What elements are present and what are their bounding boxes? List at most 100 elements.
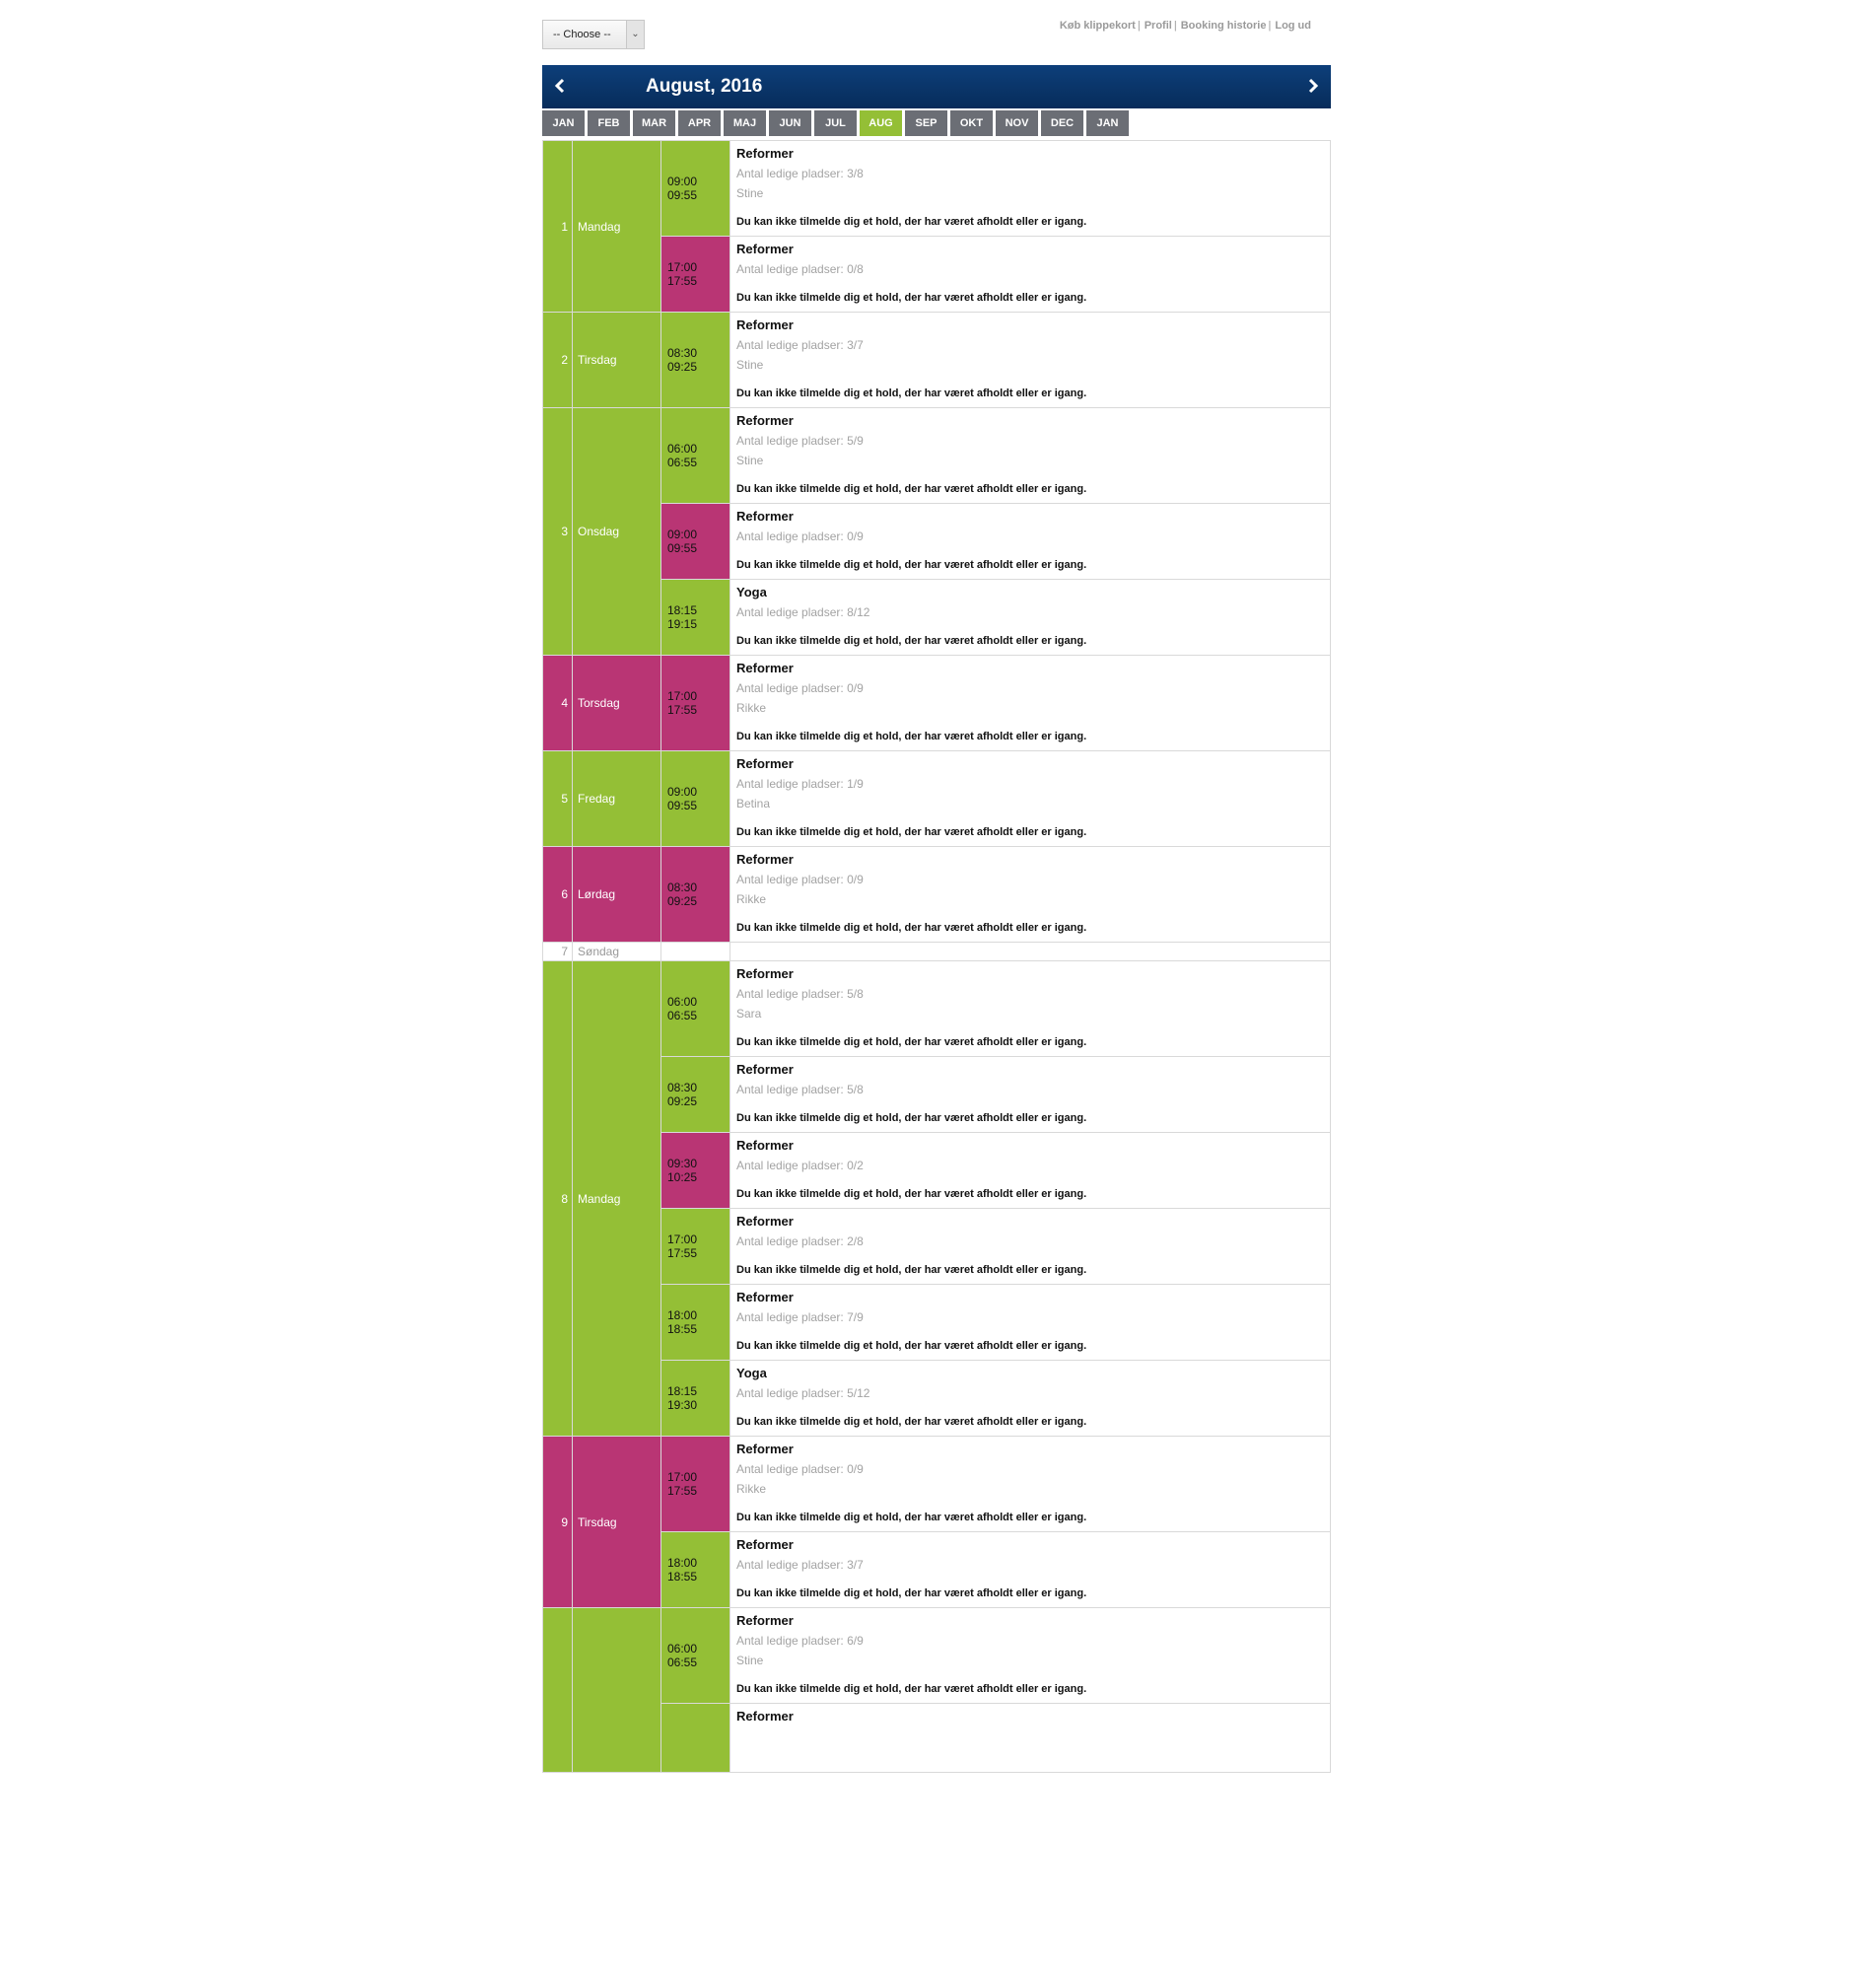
- session-info[interactable]: Reformer Antal ledige pladser: 6/9 Stine Du…: [730, 1607, 1331, 1704]
- day-number: 2: [542, 312, 573, 408]
- session-time[interactable]: 18:15 19:15: [660, 579, 730, 656]
- instructor-name: Rikke: [736, 892, 767, 906]
- tab-month[interactable]: MAR: [633, 110, 675, 136]
- available-spots: Antal ledige pladser: 0/9: [736, 873, 864, 886]
- tab-month[interactable]: JAN: [1086, 110, 1129, 136]
- chevron-down-icon: ⌄: [626, 21, 644, 48]
- tab-month[interactable]: SEP: [905, 110, 947, 136]
- session-time[interactable]: 17:00 17:55: [660, 1436, 730, 1532]
- session-time[interactable]: 06:00 06:55: [660, 960, 730, 1057]
- session-time[interactable]: 08:30 09:25: [660, 1056, 730, 1133]
- session-info[interactable]: Reformer: [730, 1703, 1331, 1773]
- session-time[interactable]: 09:00 09:55: [660, 750, 730, 847]
- tab-month[interactable]: MAJ: [724, 110, 766, 136]
- session-info[interactable]: Reformer Antal ledige pladser: 0/9 Rikke Du…: [730, 1436, 1331, 1532]
- session-start: 06:00: [667, 442, 698, 456]
- session-time[interactable]: 09:30 10:25: [660, 1132, 730, 1209]
- booking-note: Du kan ikke tilmelde dig et hold, der ha…: [736, 1587, 1087, 1599]
- class-name: Reformer: [736, 1442, 794, 1456]
- session-info[interactable]: Reformer Antal ledige pladser: 0/2 Du kan …: [730, 1132, 1331, 1209]
- session-info[interactable]: Reformer Antal ledige pladser: 3/8 Stine Du…: [730, 140, 1331, 237]
- session-row: 18:00 18:55 Reformer Antal ledige pladser: …: [543, 1531, 1331, 1608]
- session-time[interactable]: 08:30 09:25: [660, 312, 730, 408]
- prev-month-button[interactable]: [552, 76, 568, 96]
- session-info[interactable]: Reformer Antal ledige pladser: 3/7 Stine Du…: [730, 312, 1331, 408]
- booking-note: Du kan ikke tilmelde dig et hold, der ha…: [736, 387, 1087, 399]
- session-end: 17:55: [667, 274, 698, 288]
- tab-month[interactable]: FEB: [588, 110, 630, 136]
- instructor-name: Stine: [736, 1654, 764, 1667]
- session-info[interactable]: Reformer Antal ledige pladser: 3/7 Du kan …: [730, 1531, 1331, 1608]
- user-nav: Køb klippekort | Profil | Booking historie | L…: [1060, 20, 1311, 32]
- session-time[interactable]: 18:00 18:55: [660, 1531, 730, 1608]
- usernav-link[interactable]: Log ud: [1275, 20, 1311, 32]
- tab-month[interactable]: DEC: [1041, 110, 1083, 136]
- session-info[interactable]: Reformer Antal ledige pladser: 5/8 Du kan …: [730, 1056, 1331, 1133]
- usernav-link[interactable]: Profil: [1144, 20, 1172, 32]
- available-spots: Antal ledige pladser: 0/9: [736, 529, 864, 543]
- chevron-left-icon: [554, 78, 565, 94]
- next-month-button[interactable]: [1305, 76, 1321, 96]
- schedule-table: 1 Mandag 09:00 09:55 Reformer Antal ledige pl…: [542, 140, 1331, 1773]
- session-info[interactable]: Reformer Antal ledige pladser: 5/8 Sara Du …: [730, 960, 1331, 1057]
- session-time[interactable]: 18:00 18:55: [660, 1284, 730, 1361]
- month-title: August, 2016: [646, 76, 763, 97]
- session-time[interactable]: [660, 1703, 730, 1773]
- day-number: 6: [542, 846, 573, 943]
- tab-month[interactable]: JUL: [814, 110, 857, 136]
- booking-note: Du kan ikke tilmelde dig et hold, der ha…: [736, 1683, 1087, 1695]
- class-name: Reformer: [736, 852, 794, 867]
- session-info[interactable]: Reformer Antal ledige pladser: 0/9 Rikke Du…: [730, 655, 1331, 751]
- booking-note: Du kan ikke tilmelde dig et hold, der ha…: [736, 635, 1087, 647]
- day-number: 1: [542, 140, 573, 313]
- tab-month[interactable]: JAN: [542, 110, 585, 136]
- session-end: 18:55: [667, 1322, 698, 1336]
- session-row: 18:00 18:55 Reformer Antal ledige pladser: …: [543, 1284, 1331, 1361]
- session-info[interactable]: Yoga Antal ledige pladser: 8/12 Du kan ikk…: [730, 579, 1331, 656]
- session-info[interactable]: Reformer Antal ledige pladser: 0/9 Rikke Du…: [730, 846, 1331, 943]
- session-time[interactable]: 09:00 09:55: [660, 140, 730, 237]
- session-end: 09:25: [667, 1094, 698, 1108]
- session-start: 17:00: [667, 689, 698, 703]
- session-time[interactable]: 06:00 06:55: [660, 407, 730, 504]
- session-row: 08:30 09:25 Reformer Antal ledige pladser: …: [543, 1056, 1331, 1133]
- session-time[interactable]: 09:00 09:55: [660, 503, 730, 580]
- usernav-link[interactable]: Booking historie: [1180, 20, 1267, 32]
- session-time[interactable]: 18:15 19:30: [660, 1360, 730, 1437]
- tab-month[interactable]: APR: [678, 110, 721, 136]
- available-spots: Antal ledige pladser: 1/9: [736, 777, 864, 791]
- booking-note: Du kan ikke tilmelde dig et hold, der ha…: [736, 1036, 1087, 1048]
- session-info[interactable]: Reformer Antal ledige pladser: 0/9 Du kan …: [730, 503, 1331, 580]
- session-start: 09:00: [667, 175, 698, 188]
- booking-note: Du kan ikke tilmelde dig et hold, der ha…: [736, 731, 1087, 742]
- session-time[interactable]: 06:00 06:55: [660, 1607, 730, 1704]
- instructor-name: Stine: [736, 186, 764, 200]
- available-spots: Antal ledige pladser: 0/9: [736, 1462, 864, 1476]
- session-time[interactable]: 08:30 09:25: [660, 846, 730, 943]
- tab-month[interactable]: OKT: [950, 110, 993, 136]
- session-start: 08:30: [667, 880, 698, 894]
- tab-month[interactable]: AUG: [860, 110, 902, 136]
- session-time[interactable]: 17:00 17:55: [660, 1208, 730, 1285]
- available-spots: Antal ledige pladser: 0/2: [736, 1159, 864, 1172]
- session-row: 06:00 06:55 Reformer Antal ledige pladser: …: [542, 1607, 1331, 1773]
- session-time: [660, 942, 730, 961]
- session-time[interactable]: 17:00 17:55: [660, 655, 730, 751]
- session-start: 06:00: [667, 995, 698, 1009]
- session-info[interactable]: Reformer Antal ledige pladser: 1/9 Betina D…: [730, 750, 1331, 847]
- usernav-link[interactable]: Køb klippekort: [1059, 20, 1136, 32]
- session-time[interactable]: 17:00 17:55: [660, 236, 730, 313]
- booking-note: Du kan ikke tilmelde dig et hold, der ha…: [736, 1512, 1087, 1523]
- class-name: Reformer: [736, 1613, 794, 1628]
- tab-month[interactable]: JUN: [769, 110, 811, 136]
- class-name: Reformer: [736, 1537, 794, 1552]
- session-info[interactable]: Reformer Antal ledige pladser: 0/8 Du kan …: [730, 236, 1331, 313]
- session-info[interactable]: Yoga Antal ledige pladser: 5/12 Du kan ikk…: [730, 1360, 1331, 1437]
- session-row: 2 Tirsdag 08:30 09:25 Reformer Antal ledige p…: [542, 312, 1331, 408]
- session-info[interactable]: Reformer Antal ledige pladser: 5/9 Stine Du…: [730, 407, 1331, 504]
- session-info[interactable]: Reformer Antal ledige pladser: 2/8 Du kan …: [730, 1208, 1331, 1285]
- tab-month[interactable]: NOV: [996, 110, 1038, 136]
- choose-select[interactable]: -- Choose -- ⌄: [542, 20, 645, 49]
- day-name: Lørdag: [572, 846, 661, 943]
- session-info[interactable]: Reformer Antal ledige pladser: 7/9 Du kan …: [730, 1284, 1331, 1361]
